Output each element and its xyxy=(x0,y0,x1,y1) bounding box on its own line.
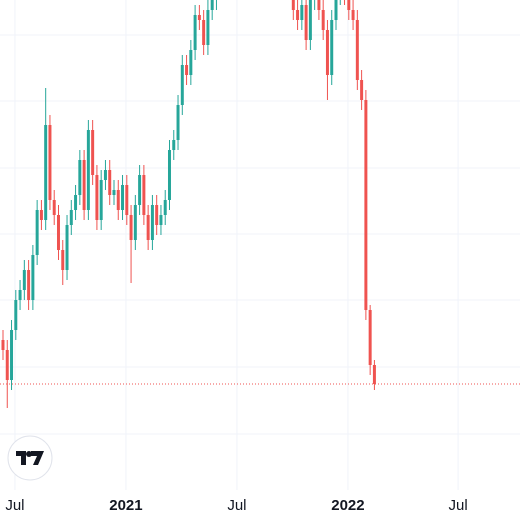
candle-body xyxy=(82,160,86,210)
logo-badge[interactable] xyxy=(7,435,53,481)
candle-body xyxy=(133,205,137,240)
candle-body xyxy=(296,10,300,20)
candle-body xyxy=(99,180,103,220)
candle-body xyxy=(95,175,99,220)
candle-body xyxy=(112,190,116,195)
candle-body xyxy=(10,330,14,380)
x-tick-label: 2021 xyxy=(109,497,142,514)
candle-body xyxy=(86,130,90,210)
candle-body xyxy=(108,170,112,195)
candle-body xyxy=(61,250,65,270)
x-tick-label: Jul xyxy=(227,497,246,514)
candle-body xyxy=(39,210,43,220)
candle-body xyxy=(330,20,334,75)
candle-body xyxy=(368,310,372,365)
candle-body xyxy=(172,140,176,150)
x-tick-label: 2022 xyxy=(331,497,364,514)
logo[interactable] xyxy=(7,435,53,481)
logo-dot[interactable] xyxy=(26,451,32,457)
grid xyxy=(0,0,520,490)
candle-body xyxy=(125,185,129,215)
candle-body xyxy=(317,0,321,10)
candle-body xyxy=(189,50,193,75)
candle-body xyxy=(210,0,214,10)
candle-body xyxy=(185,65,189,75)
candle-body xyxy=(193,15,197,50)
candle-body xyxy=(321,10,325,30)
candle-body xyxy=(31,255,35,300)
candle-body xyxy=(138,175,142,205)
candle-body xyxy=(44,125,48,220)
candle-body xyxy=(197,15,201,20)
candle-body xyxy=(35,210,39,255)
candle-body xyxy=(304,5,308,40)
candle-body xyxy=(103,170,107,180)
x-axis: Jul 2021 Jul 2022 Jul xyxy=(5,497,467,514)
candle-body xyxy=(372,365,376,384)
logo-mark[interactable] xyxy=(16,451,44,465)
candle-body xyxy=(48,125,52,200)
candle-body xyxy=(202,20,206,45)
plot-area xyxy=(0,0,520,408)
candle-body xyxy=(116,190,120,210)
candle-body xyxy=(74,195,78,210)
candle-body xyxy=(347,0,351,10)
candle-body xyxy=(69,210,73,225)
candle-body xyxy=(56,215,60,250)
candle-body xyxy=(155,205,159,225)
candle-body xyxy=(1,340,5,350)
candle-body xyxy=(121,185,125,210)
candle-body xyxy=(52,200,56,215)
candle-body xyxy=(351,10,355,20)
candle-body xyxy=(22,270,26,290)
candle-body xyxy=(325,30,329,75)
candle-body xyxy=(163,200,167,215)
candle-body xyxy=(300,5,304,20)
candle-body xyxy=(5,350,9,380)
candle-body xyxy=(65,225,69,270)
candle-body xyxy=(176,105,180,140)
candle-body xyxy=(159,215,163,225)
candle-body xyxy=(364,100,368,310)
candle-body xyxy=(78,160,82,195)
candle-body xyxy=(360,80,364,100)
candle-body xyxy=(91,130,95,175)
candle-body xyxy=(142,175,146,215)
candle-body xyxy=(206,10,210,45)
candle-body xyxy=(167,150,171,200)
x-tick-label: Jul xyxy=(5,497,24,514)
candle-body xyxy=(150,205,154,240)
candle-body xyxy=(180,65,184,105)
candle-body xyxy=(308,0,312,40)
candle-body xyxy=(27,270,31,300)
candle-body xyxy=(355,20,359,80)
candle-body xyxy=(291,0,295,10)
candle-body xyxy=(334,0,338,20)
candle-body xyxy=(14,300,18,330)
candle-body xyxy=(146,215,150,240)
x-tick-label: Jul xyxy=(449,497,468,514)
candle-body xyxy=(129,215,133,240)
candle-body xyxy=(18,290,22,300)
